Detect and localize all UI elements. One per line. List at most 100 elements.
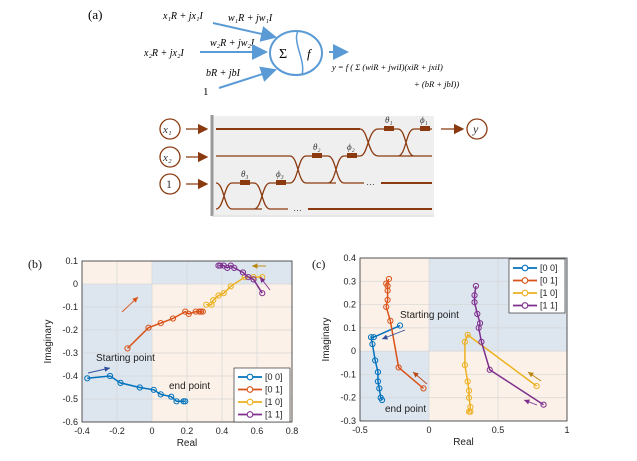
data-point bbox=[461, 362, 468, 369]
data-point bbox=[196, 308, 203, 315]
weight-2-label: w₂R + jw₂I bbox=[210, 38, 255, 49]
x-tick-label: -0.4 bbox=[74, 426, 90, 436]
data-point bbox=[250, 276, 257, 283]
data-point bbox=[383, 280, 390, 287]
data-point bbox=[367, 334, 375, 341]
data-point bbox=[182, 398, 189, 405]
x-tick-label: -0.2 bbox=[109, 426, 125, 436]
x-tick-label: 0.2 bbox=[181, 426, 194, 436]
chart-c: -0.5 0 0.5 1 0.4 0.3 0.2 0.1 0 -0.1 -0.2 -0.3 Real Im… bbox=[312, 253, 570, 448]
series-line-01 bbox=[385, 278, 424, 389]
data-point bbox=[395, 364, 402, 371]
data-point bbox=[215, 292, 222, 299]
bias-label: bR + jbI bbox=[206, 68, 241, 79]
ellipsis-2: … bbox=[293, 203, 302, 213]
y-tick-label: -0.2 bbox=[62, 325, 78, 335]
legend-label: [1 1] bbox=[265, 410, 283, 420]
y-axis-label: Imaginary bbox=[43, 320, 54, 364]
x-tick-label: 0.8 bbox=[286, 426, 299, 436]
arrowhead-icon bbox=[260, 277, 266, 283]
arrowhead-icon bbox=[528, 372, 534, 378]
data-point bbox=[210, 297, 217, 304]
y-tick-label: -0.4 bbox=[62, 371, 78, 381]
data-point bbox=[239, 269, 247, 276]
x-tick-label: -0.5 bbox=[352, 425, 368, 435]
data-point bbox=[117, 379, 124, 386]
output-equation-line1: y = f ( Σ (wiR + jwiI)(xiR + jxiI) bbox=[331, 62, 443, 72]
x-tick-label: 0 bbox=[426, 425, 431, 435]
data-point bbox=[467, 408, 474, 415]
series-line-00 bbox=[370, 324, 401, 401]
legend-label: [1 1] bbox=[540, 301, 558, 311]
data-point bbox=[199, 308, 206, 315]
data-point bbox=[150, 386, 157, 393]
data-point bbox=[474, 310, 481, 317]
data-point bbox=[420, 385, 427, 392]
photonic-mesh-diagram: θ₁ ϕ₁ θ₂ ϕ₂ θ₃ ϕ₃ … … x₁ x₂ 1 y bbox=[159, 115, 488, 217]
data-point bbox=[374, 369, 382, 376]
activation-symbol: f bbox=[307, 46, 313, 61]
y-axis-label: Imaginary bbox=[321, 318, 332, 362]
y-tick-label: -0.5 bbox=[62, 394, 78, 404]
data-point bbox=[145, 324, 152, 331]
data-point bbox=[478, 338, 485, 345]
data-point bbox=[383, 303, 390, 310]
data-point bbox=[84, 375, 91, 382]
weight-1-label: w₁R + jw₁I bbox=[228, 13, 273, 24]
data-point bbox=[220, 290, 227, 297]
input-2-label: x₂R + jx₂I bbox=[143, 48, 184, 59]
plot-frame bbox=[81, 260, 293, 423]
data-point bbox=[486, 366, 493, 373]
phase-phi-3: ϕ₃ bbox=[276, 169, 284, 179]
y-tick-label: 0 bbox=[73, 279, 78, 289]
phase-theta-3: θ₃ bbox=[241, 169, 249, 179]
y-tick-label: -0.1 bbox=[340, 369, 356, 379]
quadrant-bg bbox=[360, 351, 429, 421]
phase-theta-1: θ₁ bbox=[385, 115, 393, 125]
series-line-00 bbox=[87, 375, 186, 403]
arrowhead-icon bbox=[132, 297, 138, 303]
ellipsis-1: … bbox=[366, 177, 375, 187]
legend-marker bbox=[521, 289, 529, 297]
y-tick-label: 0.3 bbox=[343, 276, 356, 286]
y-tick-label: -0.3 bbox=[340, 416, 356, 426]
data-point bbox=[157, 391, 164, 398]
bias-one-label: 1 bbox=[203, 86, 209, 98]
y-tick-label: -0.6 bbox=[62, 417, 78, 427]
data-point bbox=[370, 334, 377, 341]
legend-marker bbox=[246, 398, 254, 406]
x-tick-label: 0.4 bbox=[216, 426, 229, 436]
y-tick-label: 0.1 bbox=[65, 256, 78, 266]
legend-label: [1 0] bbox=[265, 397, 283, 407]
legend-label: [0 0] bbox=[540, 263, 558, 273]
mesh-input-1: 1 bbox=[166, 177, 172, 191]
data-point bbox=[124, 345, 131, 352]
arrowhead-icon bbox=[524, 399, 530, 405]
mesh-input-x2: x₂ bbox=[162, 152, 172, 164]
data-point bbox=[217, 262, 224, 269]
arrowhead-icon bbox=[252, 263, 258, 269]
legend-marker bbox=[521, 277, 529, 284]
output-equation-line2: + (bR + jbI)) bbox=[414, 79, 459, 89]
x-axis-label: Real bbox=[177, 438, 198, 449]
legend-label: [0 1] bbox=[265, 385, 283, 395]
x-tick-label: 0.6 bbox=[251, 426, 264, 436]
phase-phi-2: ϕ₂ bbox=[347, 142, 355, 152]
data-point bbox=[540, 401, 547, 408]
data-point bbox=[106, 372, 114, 380]
annotation-end-point: end point bbox=[169, 381, 210, 392]
data-point bbox=[185, 310, 192, 317]
data-point bbox=[533, 382, 540, 390]
data-point bbox=[384, 296, 391, 304]
y-tick-label: -0.1 bbox=[62, 302, 78, 312]
x-tick-label: 1 bbox=[564, 425, 569, 435]
data-point bbox=[376, 385, 383, 392]
data-point bbox=[471, 292, 478, 299]
annotation-starting-point: Starting point bbox=[96, 353, 155, 364]
data-point bbox=[180, 398, 187, 405]
panel-label: (b) bbox=[28, 257, 42, 271]
arrowhead-icon bbox=[104, 366, 110, 372]
panel-label-a: (a) bbox=[88, 7, 102, 22]
data-point bbox=[465, 387, 473, 394]
